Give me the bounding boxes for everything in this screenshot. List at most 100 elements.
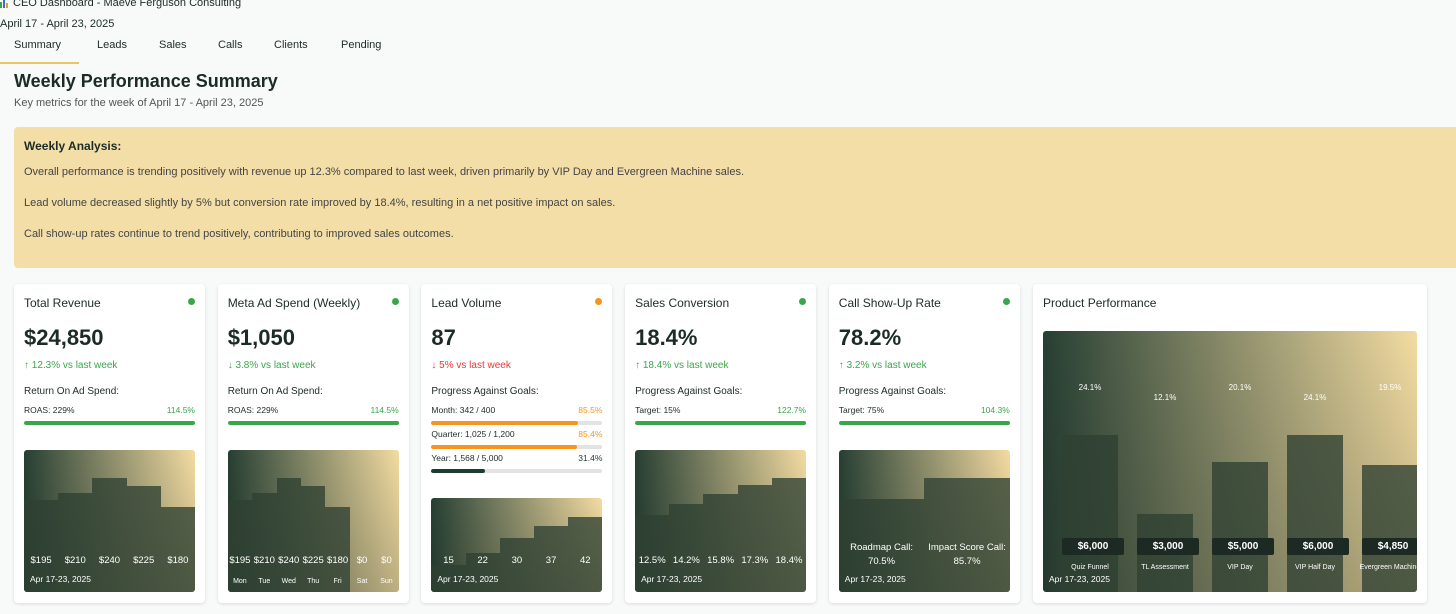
amount-pill: $6,000 (1287, 538, 1349, 555)
section-label: Return On Ad Spend: (24, 386, 120, 397)
bar-value-label: $240 (278, 555, 300, 566)
bar-value-label: 70.5% (868, 556, 896, 567)
bar-value-label: 14.2% (672, 555, 700, 566)
chart-bar (465, 552, 500, 592)
card-title: Total Revenue (24, 296, 101, 310)
tab[interactable]: Clients (274, 39, 308, 51)
chart-bar (635, 514, 670, 592)
chart-bar (838, 498, 925, 592)
bar-value-label: $195 (30, 555, 52, 566)
day-label: Sun (380, 578, 393, 585)
bar-value-label: $225 (133, 555, 155, 566)
section-label: Progress Against Goals: (635, 386, 743, 397)
change-text: ↓ 3.8% vs last week (227, 360, 316, 371)
tab[interactable]: Sales (159, 39, 187, 51)
progress-track (24, 421, 195, 425)
card-title: Sales Conversion (635, 296, 730, 310)
chart-bar (499, 538, 534, 592)
chart-bar (92, 478, 127, 592)
amount-pill: $3,000 (1137, 538, 1199, 555)
chart-bar (227, 499, 253, 592)
metric-card: Total Revenue $24,850 ↑ 12.3% vs last week… (14, 284, 205, 603)
change-text: ↓ 5% vs last week (431, 360, 511, 371)
goal-percent: 104.3% (980, 405, 1010, 415)
product-bar (1212, 461, 1268, 592)
card-value: $24,850 (24, 325, 104, 350)
tab[interactable]: Calls (218, 39, 243, 51)
bar-value-label: 18.4% (775, 555, 803, 566)
date-range: April 17 - April 23, 2025 (0, 18, 115, 30)
chart-date: Apr 17-23, 2025 (30, 574, 91, 584)
product-bar (1062, 435, 1118, 592)
share-label: 20.1% (1228, 383, 1252, 392)
card-value: 87 (431, 325, 456, 350)
chart-bar (252, 492, 277, 592)
bar-value-label: 12.5% (638, 555, 666, 566)
bar-value-label: $195 (229, 555, 251, 566)
product-card: Product Performance 24.1% $6,000 Quiz Funne… (1033, 284, 1427, 603)
bar-value-label: $0 (381, 555, 392, 566)
mini-chart: $195 $210 $240 $225 $180 Apr 17-23, 2025 (24, 450, 195, 592)
share-label: 19.5% (1378, 383, 1402, 392)
product-name: VIP Day (1227, 564, 1253, 571)
tab[interactable]: Summary (14, 39, 62, 51)
card-value: 78.2% (838, 325, 902, 350)
goal-percent: 85.5% (578, 405, 603, 415)
bar-value-label: $240 (98, 555, 121, 566)
change-text: ↑ 12.3% vs last week (24, 360, 118, 371)
bar-value-label: $210 (64, 555, 86, 566)
chart-date: Apr 17-23, 2025 (437, 574, 499, 584)
chart-bar (160, 506, 195, 592)
logo-icon (0, 0, 8, 8)
metric-card: Meta Ad Spend (Weekly) $1,050 ↓ 3.8% vs la… (217, 284, 409, 603)
card-value: $1,050 (227, 325, 295, 350)
chart-bar (24, 499, 59, 592)
amount-pill: $5,000 (1212, 538, 1274, 555)
chart-date: Apr 17-23, 2025 (641, 574, 703, 584)
card-title: Lead Volume (431, 296, 502, 310)
page-subtitle: Key metrics for the week of April 17 - A… (14, 97, 264, 109)
progress-fill (431, 421, 578, 425)
chart-bar (924, 478, 1010, 592)
card-title: Call Show-Up Rate (838, 296, 941, 310)
chart-bar (325, 506, 350, 592)
status-dot (1002, 298, 1010, 305)
bar-value-label: 37 (545, 555, 557, 566)
chart-bar (431, 565, 466, 592)
goal-percent: 114.5% (370, 405, 399, 415)
bar-value-label: 42 (579, 555, 591, 566)
day-label: Mon (233, 578, 247, 585)
card-title: Meta Ad Spend (Weekly) (227, 296, 361, 310)
progress-track (838, 421, 1010, 425)
change-text: ↑ 3.2% vs last week (838, 360, 927, 371)
status-dot (799, 298, 807, 305)
tab[interactable]: Leads (97, 39, 127, 51)
bar-value-label: $180 (327, 555, 349, 566)
bar-value-label: 15 (443, 555, 454, 566)
mini-chart: 15 22 30 37 42 Apr 17-23, 2025 (431, 498, 603, 592)
progress-track (227, 421, 399, 425)
page-title: Weekly Performance Summary (14, 71, 278, 91)
progress-track (431, 469, 603, 473)
bar-value-label: 15.8% (707, 555, 735, 566)
chart-bar (533, 525, 569, 592)
product-chart: 24.1% $6,000 Quiz Funnel 12.1% $3,000 TL Asse… (1043, 331, 1417, 592)
goal-percent: 85.4% (578, 429, 603, 439)
share-label: 12.1% (1153, 393, 1177, 402)
tab[interactable]: Pending (341, 39, 382, 51)
change-text: ↑ 18.4% vs last week (635, 360, 729, 371)
progress-track (431, 421, 603, 425)
chart-bar (703, 494, 738, 592)
metric-card: Sales Conversion 18.4% ↑ 18.4% vs last wee… (625, 284, 817, 603)
chart-bar (669, 504, 704, 592)
section-label: Progress Against Goals: (431, 386, 539, 397)
app-title: CEO Dashboard - Maeve Ferguson Consultin… (13, 0, 242, 9)
active-tab-underline (0, 62, 79, 64)
mini-chart: $195 Mon $210 Tue $240 Wed $225 Thu $180 Fri $0 Sat… (227, 450, 399, 592)
bar-value-label: $0 (356, 555, 368, 566)
progress-fill (431, 469, 486, 473)
goal-percent: 114.5% (166, 405, 195, 415)
product-bar (1287, 435, 1343, 592)
chart-bar (126, 485, 161, 592)
